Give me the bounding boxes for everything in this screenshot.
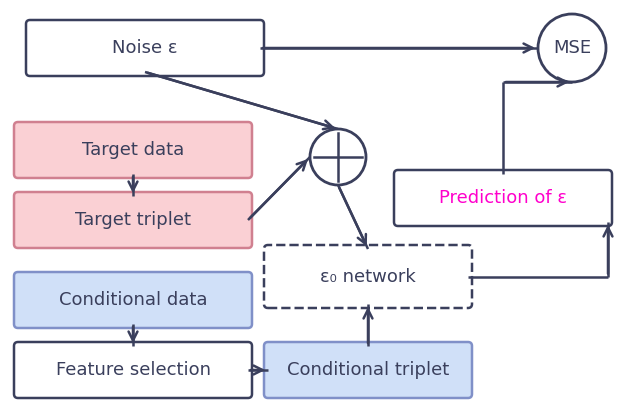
FancyBboxPatch shape — [394, 170, 612, 226]
FancyBboxPatch shape — [264, 342, 472, 398]
FancyBboxPatch shape — [14, 342, 252, 398]
FancyBboxPatch shape — [264, 245, 472, 308]
FancyBboxPatch shape — [14, 122, 252, 178]
FancyBboxPatch shape — [14, 192, 252, 248]
FancyBboxPatch shape — [14, 272, 252, 328]
Circle shape — [310, 129, 366, 185]
Text: Prediction of ε: Prediction of ε — [439, 189, 567, 207]
Text: ε₀ network: ε₀ network — [320, 267, 416, 286]
Text: Conditional triplet: Conditional triplet — [287, 361, 449, 379]
FancyBboxPatch shape — [26, 20, 264, 76]
Text: Conditional data: Conditional data — [59, 291, 207, 309]
Text: Target triplet: Target triplet — [75, 211, 191, 229]
Text: Noise ε: Noise ε — [112, 39, 178, 57]
Text: MSE: MSE — [553, 39, 591, 57]
Circle shape — [538, 14, 606, 82]
Text: Target data: Target data — [82, 141, 184, 159]
Text: Feature selection: Feature selection — [56, 361, 211, 379]
